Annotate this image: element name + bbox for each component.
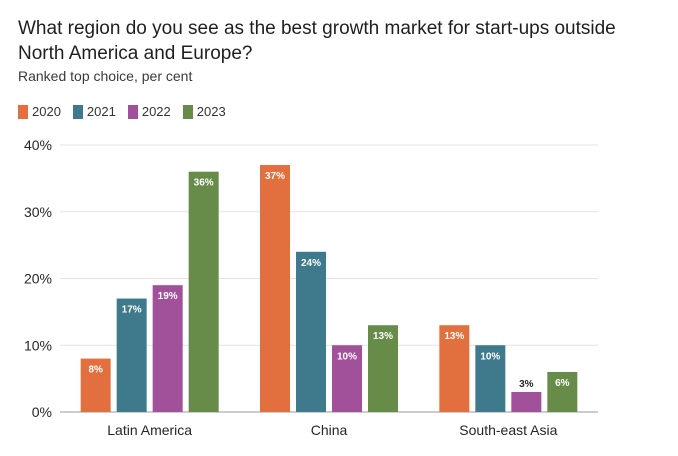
data-label: 10% <box>480 351 500 362</box>
bar <box>332 345 362 412</box>
bar <box>188 171 219 412</box>
data-label: 24% <box>301 258 321 269</box>
data-label: 37% <box>265 171 285 182</box>
bar <box>368 325 398 412</box>
legend-item-2023: 2023 <box>182 104 226 119</box>
chart-subtitle: Ranked top choice, per cent <box>18 68 193 84</box>
legend-swatch-2021 <box>72 104 83 119</box>
legend-item-2022: 2022 <box>127 104 171 119</box>
x-tick-label: China <box>311 422 348 438</box>
legend-label-2023: 2023 <box>196 104 226 119</box>
y-tick-label: 40% <box>24 137 52 153</box>
data-label: 8% <box>88 365 103 376</box>
legend-item-2020: 2020 <box>18 104 61 119</box>
legend-swatch-2023 <box>182 104 193 119</box>
bar <box>296 251 326 412</box>
bar <box>152 285 183 412</box>
bar <box>260 165 290 412</box>
data-label: 6% <box>555 378 570 389</box>
x-tick-label: Latin America <box>107 422 192 438</box>
y-tick-label: 0% <box>32 404 52 420</box>
x-tick-label: South-east Asia <box>459 422 557 438</box>
data-label: 13% <box>444 331 464 342</box>
legend-swatch-2022 <box>127 104 138 119</box>
data-label: 3% <box>519 379 534 390</box>
bar <box>547 371 578 412</box>
chart-title: What region do you see as the best growt… <box>18 18 616 64</box>
bar <box>116 298 147 412</box>
bar <box>511 391 542 412</box>
data-label: 36% <box>194 178 214 189</box>
data-label: 17% <box>122 305 142 316</box>
data-label: 13% <box>373 331 393 342</box>
bar <box>80 358 111 412</box>
legend-item-2021: 2021 <box>72 104 116 119</box>
bar <box>475 345 506 412</box>
legend-label-2022: 2022 <box>141 104 171 119</box>
bar <box>439 325 470 412</box>
y-tick-label: 20% <box>24 271 52 287</box>
data-label: 19% <box>158 291 178 302</box>
y-tick-label: 30% <box>24 204 52 220</box>
legend-label-2020: 2020 <box>32 104 61 119</box>
data-label: 10% <box>337 351 357 362</box>
y-tick-label: 10% <box>24 337 52 353</box>
legend-swatch-2020 <box>18 104 28 119</box>
legend: 2020 2021 2022 2023 <box>18 104 230 119</box>
legend-label-2021: 2021 <box>86 104 116 119</box>
